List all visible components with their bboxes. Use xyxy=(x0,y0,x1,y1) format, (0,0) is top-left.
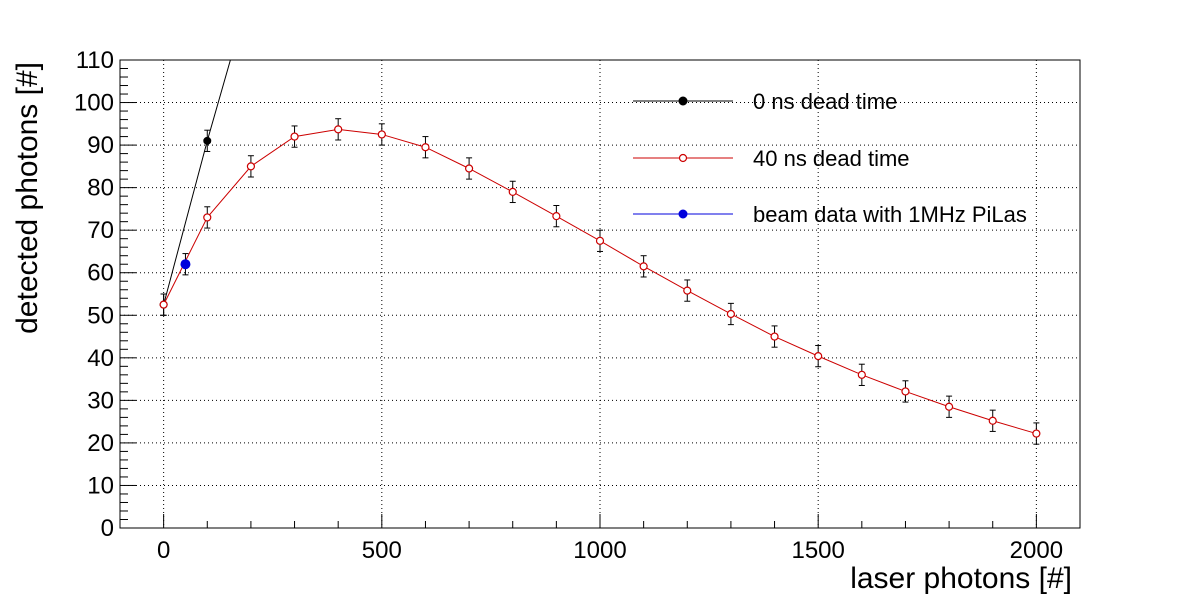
y-tick-label: 80 xyxy=(87,175,114,202)
y-tick-label: 60 xyxy=(87,260,114,287)
data-point xyxy=(464,164,474,173)
y-tick-label: 10 xyxy=(87,472,114,499)
axes: 0 500 1000 1500 2000 0 10 20 30 40 50 60 70 80 90 100 11… xyxy=(74,47,1081,564)
series-2 xyxy=(180,253,191,276)
y-tick-label: 30 xyxy=(87,387,114,414)
data-point xyxy=(421,143,430,152)
legend-label: beam data with 1MHz PiLas xyxy=(753,202,1027,227)
x-tick-label: 0 xyxy=(157,537,170,564)
y-axis-title: detected photons [#] xyxy=(11,62,44,334)
data-point xyxy=(552,212,561,221)
x-axis-title: laser photons [#] xyxy=(850,562,1072,595)
y-tick-label: 90 xyxy=(87,132,114,159)
data-point xyxy=(246,162,256,171)
x-tick-label: 1000 xyxy=(573,537,626,564)
data-point xyxy=(683,286,692,295)
y-tick-label: 0 xyxy=(101,515,114,542)
data-point xyxy=(1032,429,1041,438)
data-point xyxy=(726,309,736,319)
series-1 xyxy=(159,118,1041,445)
x-tick-label: 500 xyxy=(362,537,402,564)
data-point xyxy=(988,416,997,425)
data-point xyxy=(290,132,299,141)
grid xyxy=(120,60,1080,528)
legend-label: 0 ns dead time xyxy=(753,89,897,114)
x-tick-label: 2000 xyxy=(1010,537,1063,564)
data-point xyxy=(334,125,343,134)
data-point xyxy=(203,213,212,222)
x-tick-label: 1500 xyxy=(791,537,844,564)
data-point xyxy=(595,236,605,245)
y-tick-label: 70 xyxy=(87,217,114,244)
data-point xyxy=(901,387,910,396)
y-tick-label: 100 xyxy=(74,90,114,117)
data-point xyxy=(770,332,779,341)
legend-marker xyxy=(678,96,688,106)
data-point xyxy=(203,136,212,145)
y-tick-label: 40 xyxy=(87,345,114,372)
y-tick-label: 20 xyxy=(87,430,114,457)
data-point xyxy=(377,130,386,139)
data-point xyxy=(159,300,168,309)
data-point xyxy=(508,187,517,196)
data-point xyxy=(639,262,648,271)
plot-series xyxy=(159,60,1041,445)
data-point xyxy=(857,370,866,379)
y-tick-label: 110 xyxy=(76,47,114,74)
data-point xyxy=(944,402,954,411)
data-point xyxy=(180,259,191,270)
y-tick-label: 50 xyxy=(87,302,114,329)
data-point xyxy=(814,352,823,361)
legend-label: 40 ns dead time xyxy=(753,146,910,171)
legend-marker xyxy=(678,209,688,219)
legend-marker xyxy=(678,153,688,163)
legend: 0 ns dead time 40 ns dead time beam data w… xyxy=(633,89,1027,227)
